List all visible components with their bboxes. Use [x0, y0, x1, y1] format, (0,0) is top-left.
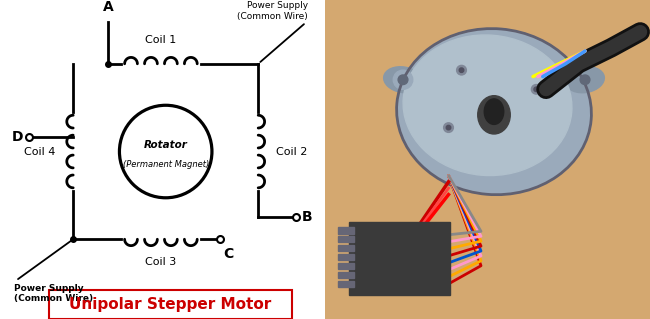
FancyBboxPatch shape	[49, 290, 292, 319]
Text: (Permanent Magnet): (Permanent Magnet)	[123, 160, 209, 169]
Text: Coil 3: Coil 3	[146, 257, 177, 267]
Ellipse shape	[566, 67, 604, 93]
Circle shape	[393, 70, 413, 89]
Bar	[338, 263, 354, 269]
Bar	[338, 236, 354, 242]
Circle shape	[443, 123, 454, 132]
Text: Rotator: Rotator	[144, 140, 188, 150]
Circle shape	[459, 68, 463, 72]
Text: Power Supply
(Common Wire): Power Supply (Common Wire)	[14, 284, 94, 303]
Text: Coil 1: Coil 1	[146, 35, 177, 45]
Circle shape	[446, 125, 451, 130]
Text: C: C	[223, 247, 233, 261]
Ellipse shape	[403, 35, 572, 175]
Ellipse shape	[484, 99, 504, 124]
Bar	[338, 245, 354, 251]
Text: Coil 2: Coil 2	[276, 146, 307, 157]
Text: A: A	[103, 0, 114, 14]
Ellipse shape	[396, 29, 592, 195]
FancyBboxPatch shape	[350, 222, 450, 295]
Text: Unipolar Stepper Motor: Unipolar Stepper Motor	[70, 297, 272, 312]
Ellipse shape	[384, 67, 423, 93]
Circle shape	[534, 87, 538, 92]
Bar	[338, 227, 354, 234]
Bar	[338, 254, 354, 260]
Text: B: B	[301, 210, 312, 224]
Circle shape	[532, 85, 541, 94]
Text: Coil 4: Coil 4	[24, 146, 56, 157]
Bar	[338, 272, 354, 278]
Circle shape	[580, 75, 590, 85]
Circle shape	[456, 65, 467, 75]
Text: D: D	[12, 130, 24, 144]
Ellipse shape	[478, 96, 510, 134]
Text: Power Supply
(Common Wire): Power Supply (Common Wire)	[237, 1, 307, 21]
Bar	[338, 281, 354, 287]
Circle shape	[398, 75, 408, 85]
